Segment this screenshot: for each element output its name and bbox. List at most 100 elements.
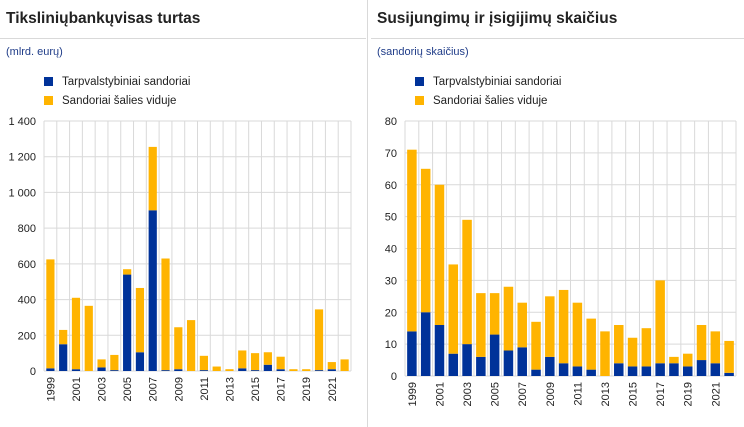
y-tick-label: 1 000 (8, 187, 36, 199)
legend-item-domestic: Sandoriai šalies viduje (415, 91, 561, 110)
legend-swatch-cross-border (415, 77, 424, 86)
x-tick-label: 2001 (434, 382, 446, 406)
legend-item-cross-border: Tarpvalstybiniai sandoriai (415, 72, 561, 91)
bar-domestic (489, 293, 500, 335)
bar-domestic (614, 325, 624, 364)
bar-domestic (545, 296, 555, 357)
bar-domestic (187, 320, 196, 371)
bar-cross-border (462, 344, 472, 376)
bar-cross-border (250, 370, 260, 371)
bar-cross-border (434, 325, 445, 376)
bar-domestic (600, 331, 610, 376)
chart-title: Susijungimų ir įsigijimų skaičius (377, 10, 618, 27)
bar-cross-border (46, 368, 55, 371)
bar-domestic (407, 149, 417, 332)
title-divider (371, 38, 744, 39)
y-tick-label: 1 200 (8, 152, 36, 164)
y-tick-label: 0 (391, 371, 397, 383)
bar-cross-border (420, 312, 431, 376)
bar-cross-border (641, 366, 652, 376)
y-tick-label: 800 (18, 223, 36, 235)
bar-domestic (340, 359, 349, 371)
x-tick-label: 2013 (224, 377, 236, 401)
legend-label: Sandoriai šalies viduje (62, 94, 177, 107)
bar-cross-border (724, 372, 734, 376)
bar-domestic (517, 302, 527, 348)
bar-cross-border (503, 350, 514, 376)
x-tick-label: 2017 (655, 382, 667, 406)
y-tick-label: 200 (18, 330, 36, 342)
legend-label: Tarpvalstybiniai sandoriai (433, 75, 562, 88)
chart-panel-deals: Susijungimų ir įsigijimų skaičius (sando… (371, 0, 744, 427)
bar-domestic (696, 325, 707, 361)
bar-domestic (225, 369, 234, 371)
y-tick-label: 40 (385, 244, 397, 256)
x-tick-label: 2015 (628, 382, 640, 406)
x-tick-label: 2005 (490, 382, 502, 406)
x-tick-label: 2007 (148, 377, 160, 401)
y-tick-label: 400 (18, 295, 36, 307)
bar-domestic (161, 258, 170, 371)
bar-cross-border (614, 363, 624, 376)
y-tick-label: 1 400 (8, 116, 36, 128)
bar-cross-border (71, 369, 81, 371)
bar-cross-border (655, 363, 665, 376)
x-tick-label: 1999 (407, 382, 419, 406)
bar-cross-border (110, 370, 119, 371)
bar-domestic (148, 146, 157, 211)
x-tick-label: 2001 (71, 377, 83, 401)
x-tick-label: 2007 (517, 382, 529, 406)
legend-swatch-domestic (415, 96, 424, 105)
bar-domestic (46, 259, 55, 369)
bar-domestic (682, 353, 693, 367)
x-tick-label: 2019 (683, 382, 695, 406)
chart-unit-label: (mlrd. eurų) (6, 46, 63, 58)
bar-domestic (327, 362, 336, 370)
y-tick-label: 20 (385, 307, 397, 319)
x-tick-label: 2011 (199, 377, 211, 401)
y-tick-label: 600 (18, 259, 36, 271)
bar-domestic (238, 350, 247, 369)
bar-cross-border (627, 366, 638, 376)
x-tick-label: 2015 (250, 377, 262, 401)
bar-domestic (641, 328, 652, 367)
bar-domestic (71, 297, 81, 370)
x-tick-label: 2009 (173, 377, 185, 401)
bar-cross-border (696, 360, 707, 376)
bar-cross-border (682, 366, 693, 376)
bar-domestic (212, 366, 221, 371)
bar-domestic (448, 264, 459, 354)
x-tick-label: 2021 (327, 377, 339, 401)
x-tick-label: 1999 (45, 377, 57, 401)
bar-domestic (263, 352, 272, 365)
bar-cross-border (135, 352, 145, 371)
x-tick-label: 2017 (276, 377, 288, 401)
bar-domestic (655, 280, 665, 364)
bar-domestic (531, 321, 541, 370)
bar-domestic (627, 337, 638, 367)
bar-cross-border (327, 369, 336, 371)
bar-domestic (724, 340, 734, 373)
bar-domestic (503, 286, 514, 351)
bar-domestic (669, 356, 679, 364)
bar-cross-border (238, 368, 247, 371)
x-tick-label: 2021 (710, 382, 722, 406)
bar-domestic (84, 305, 93, 371)
legend-item-domestic: Sandoriai šalies viduje (44, 91, 190, 110)
x-tick-label: 2011 (572, 382, 584, 406)
bar-cross-border (97, 367, 106, 371)
bar-cross-border (407, 331, 417, 376)
bar-cross-border (558, 363, 569, 376)
bar-domestic (135, 287, 145, 353)
bar-cross-border (263, 364, 272, 371)
bar-domestic (97, 359, 106, 368)
bar-cross-border (669, 363, 679, 376)
legend-swatch-domestic (44, 96, 53, 105)
bar-domestic (110, 354, 119, 371)
bar-cross-border (572, 366, 583, 376)
x-tick-label: 2003 (97, 377, 109, 401)
x-tick-label: 2003 (462, 382, 474, 406)
y-tick-label: 60 (385, 180, 397, 192)
title-divider (0, 38, 366, 39)
chart-panel-assets: Tiksliniųbankųvisas turtas (mlrd. eurų) … (0, 0, 366, 427)
